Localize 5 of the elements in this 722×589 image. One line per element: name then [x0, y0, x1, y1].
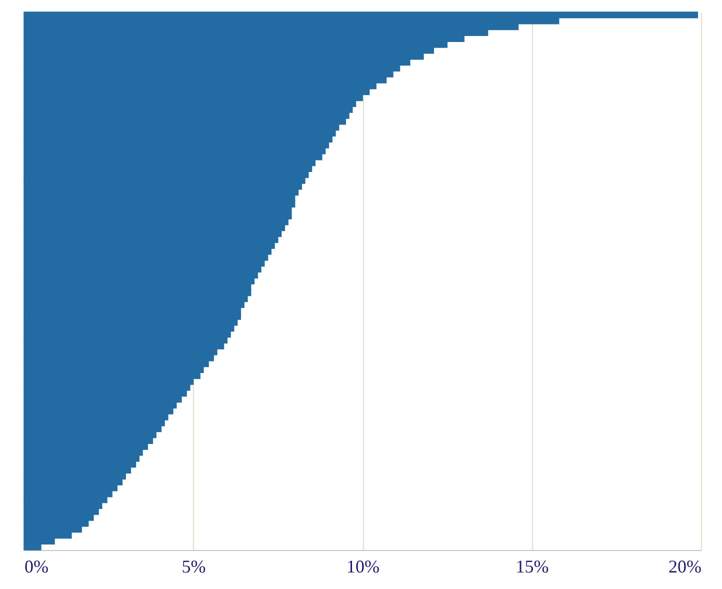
x-tick-label: 0% — [24, 556, 48, 576]
x-tick-label: 20% — [668, 556, 702, 576]
x-tick-label: 10% — [346, 556, 380, 576]
x-tick-label: 15% — [516, 556, 549, 576]
x-tick-label: 5% — [182, 556, 206, 576]
